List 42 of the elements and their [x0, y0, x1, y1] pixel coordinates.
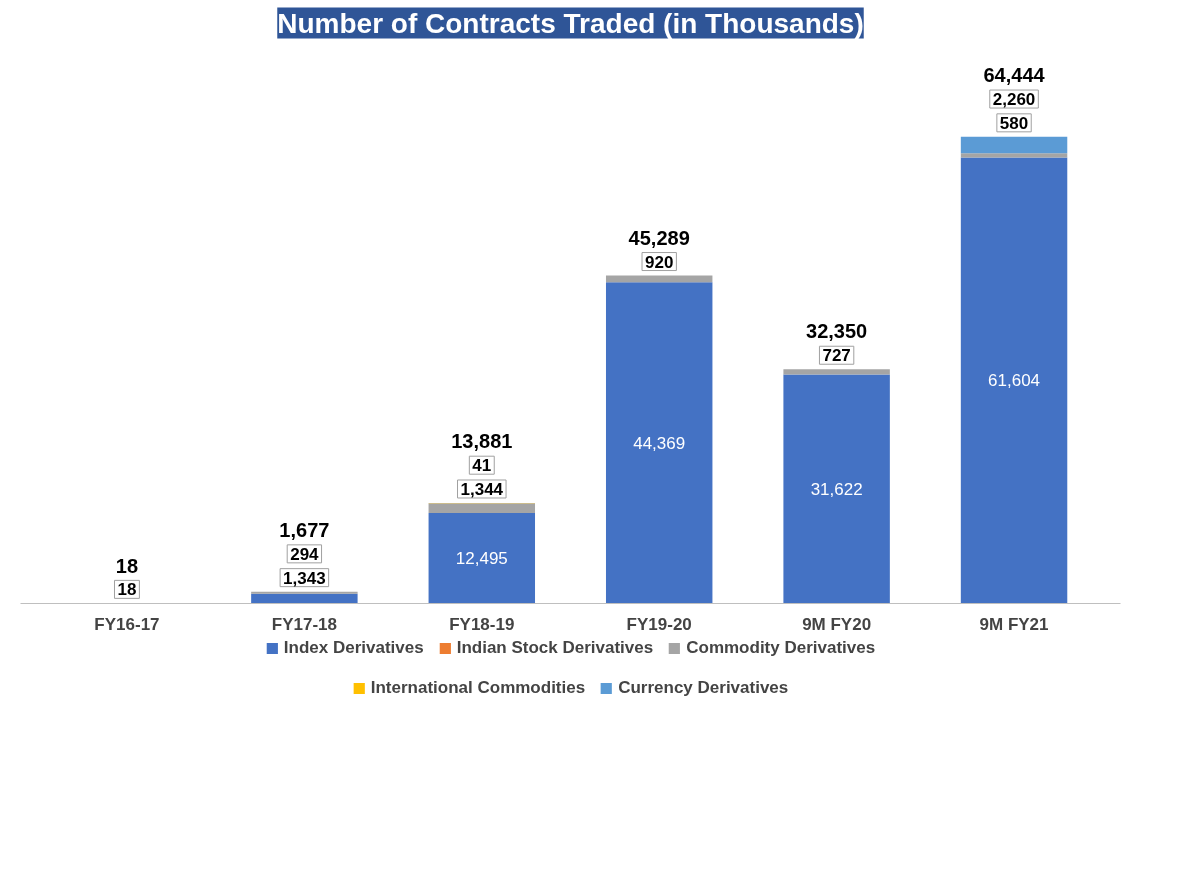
data-label: 31,622: [810, 480, 863, 500]
data-label: 580: [999, 113, 1029, 133]
annotation: 1,677: [279, 519, 330, 542]
legend-label: International Commodities: [370, 678, 586, 698]
data-label: 920: [645, 252, 674, 272]
total-label: 13,881: [451, 430, 513, 453]
legend-label: Indian Stock Derivatives: [456, 638, 654, 658]
x-tick-label: 9M FY21: [979, 614, 1049, 634]
x-tick-label: FY16-17: [94, 614, 160, 634]
x-tick-label: 9M FY20: [802, 614, 872, 634]
total-label: 18: [117, 580, 137, 600]
data-label: 294: [290, 544, 320, 564]
bar: [960, 153, 1068, 158]
total-label: 64,444: [983, 64, 1046, 87]
data-label: 1,344: [460, 479, 504, 499]
bar: [428, 513, 536, 604]
x-tick-label: FY18-19: [449, 614, 515, 634]
x-tick-label: FY19-20: [626, 614, 692, 634]
data-label: 12,495: [455, 549, 508, 569]
data-label: 61,604: [988, 371, 1041, 391]
data-label: 44,369: [633, 433, 686, 453]
bar: [605, 282, 713, 604]
x-tick-label: FY17-18: [271, 614, 337, 634]
legend-label: Index Derivatives: [283, 638, 424, 658]
bar: [251, 593, 358, 604]
data-label: 2,260: [992, 90, 1036, 110]
legend-label: Currency Derivatives: [618, 678, 789, 698]
bar: [428, 503, 536, 514]
bar: [783, 374, 890, 604]
total-label: 45,289: [628, 226, 690, 249]
bar: [783, 369, 890, 375]
bar: [960, 136, 1068, 154]
bar: [960, 157, 1068, 604]
data-label: 1,343: [283, 568, 326, 588]
data-label: 727: [822, 346, 851, 366]
total-label: 32,350: [806, 320, 868, 343]
legend-label: Commodity Derivatives: [686, 638, 876, 658]
bar: [251, 591, 358, 594]
chart-title: Number of Contracts Traded (in Thousands): [277, 7, 864, 39]
data-label: 41: [472, 456, 492, 476]
bar: [605, 275, 713, 283]
data-label: 18: [115, 554, 139, 577]
